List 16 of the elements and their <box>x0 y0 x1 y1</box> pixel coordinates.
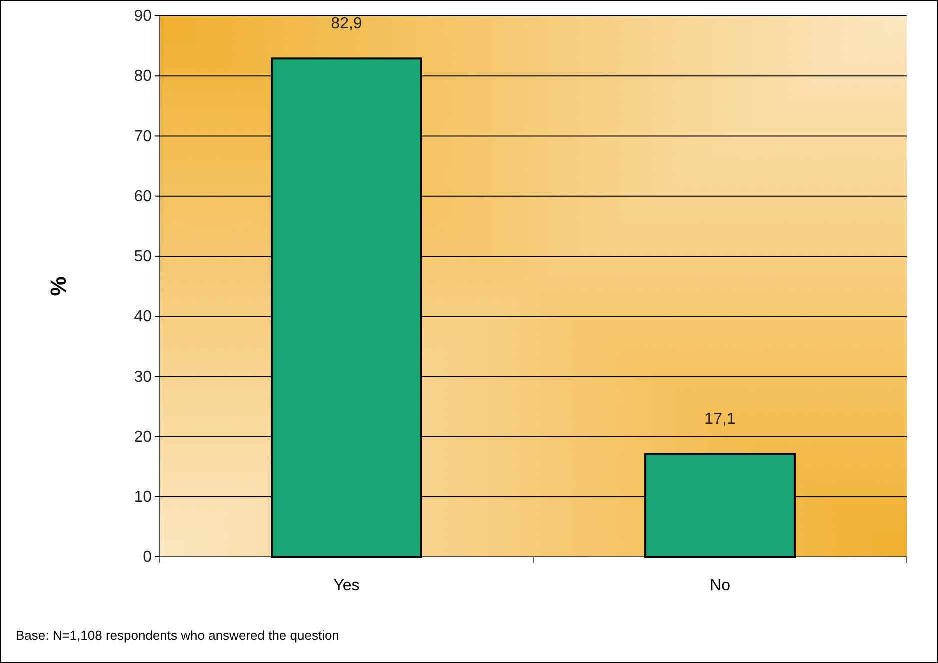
y-tick-label: 90 <box>134 8 152 26</box>
y-tick-label: 50 <box>134 248 152 266</box>
text: Base: N=1,108 respondents who answered the question <box>16 628 340 643</box>
x-tick-label: Yes <box>334 577 360 594</box>
data-label: 17,1 <box>704 411 736 428</box>
y-tick-label: 80 <box>134 68 152 86</box>
y-tick-label: 30 <box>134 368 152 386</box>
y-tick-label: 20 <box>134 428 152 446</box>
y-tick-label: 60 <box>134 188 152 206</box>
x-tick-label: No <box>710 577 731 594</box>
y-axis-title: % <box>46 276 71 296</box>
y-tick-label: 10 <box>134 489 152 506</box>
y-tick-label: 40 <box>134 308 152 326</box>
data-label: 82,9 <box>331 16 362 33</box>
y-tick-label: 70 <box>134 128 152 146</box>
y-tick-label: 0 <box>143 549 152 566</box>
